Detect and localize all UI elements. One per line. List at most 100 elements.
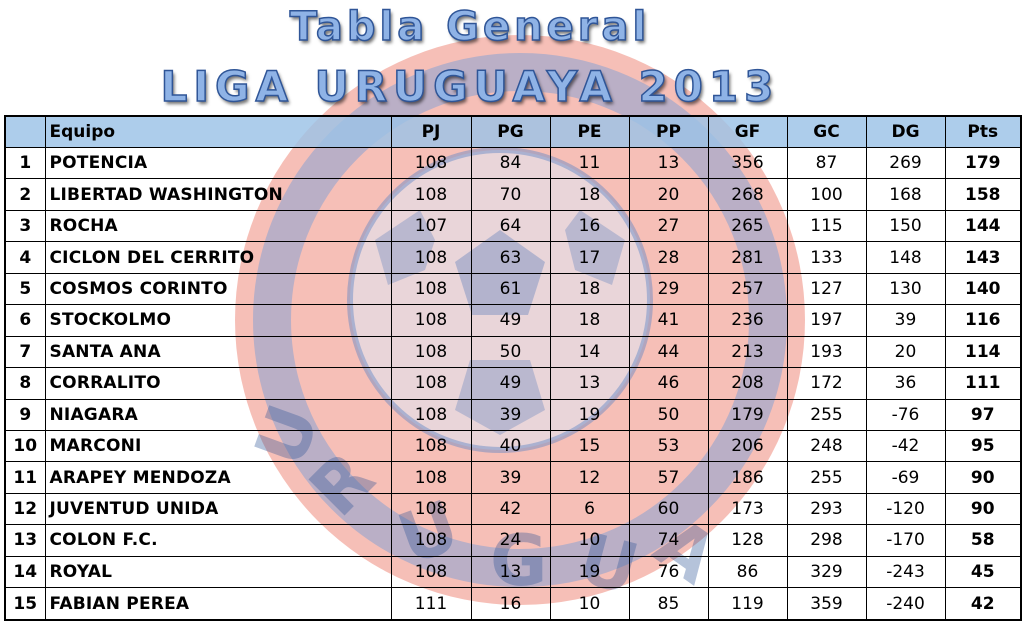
cell-team: NIAGARA — [44, 398, 392, 431]
cell-pj: 107 — [390, 209, 472, 243]
cell-gc: 127 — [786, 272, 867, 306]
cell-pe: 19 — [549, 555, 630, 589]
cell-pg: 84 — [470, 146, 551, 180]
header-team: Equipo — [44, 115, 392, 148]
cell-pts: 95 — [944, 429, 1022, 463]
cell-pts: 58 — [944, 524, 1022, 557]
cell-pp: 53 — [628, 429, 709, 463]
cell-pe: 16 — [549, 209, 630, 243]
cell-team: CORRALITO — [44, 367, 392, 400]
cell-pj: 108 — [390, 241, 472, 274]
cell-gc: 115 — [786, 209, 867, 243]
cell-gc: 329 — [786, 555, 867, 589]
cell-dg: -240 — [865, 587, 946, 621]
table-row: 1 POTENCIA 108 84 11 13 356 87 269 179 — [4, 146, 1022, 180]
cell-pp: 60 — [628, 492, 709, 526]
table-row: 5 COSMOS CORINTO 108 61 18 29 257 127 130 140 — [4, 272, 1022, 306]
cell-pg: 63 — [470, 241, 551, 274]
cell-pe: 18 — [549, 272, 630, 306]
cell-gf: 119 — [707, 587, 788, 621]
cell-pp: 76 — [628, 555, 709, 589]
cell-pts: 116 — [944, 304, 1022, 337]
cell-pe: 17 — [549, 241, 630, 274]
cell-pp: 29 — [628, 272, 709, 306]
cell-gc: 133 — [786, 241, 867, 274]
cell-pts: 90 — [944, 461, 1022, 494]
cell-pj: 108 — [390, 178, 472, 211]
cell-pp: 28 — [628, 241, 709, 274]
cell-gc: 255 — [786, 461, 867, 494]
cell-pts: 90 — [944, 492, 1022, 526]
cell-pp: 27 — [628, 209, 709, 243]
page-title: Tabla General — [289, 3, 651, 51]
cell-gc: 197 — [786, 304, 867, 337]
cell-team: ROYAL — [44, 555, 392, 589]
cell-pg: 13 — [470, 555, 551, 589]
cell-gc: 172 — [786, 367, 867, 400]
cell-pe: 10 — [549, 587, 630, 621]
cell-pg: 49 — [470, 304, 551, 337]
cell-pg: 24 — [470, 524, 551, 557]
cell-team: STOCKOLMO — [44, 304, 392, 337]
table-row: 11 ARAPEY MENDOZA 108 39 12 57 186 255 -69 90 — [4, 461, 1022, 494]
cell-pts: 144 — [944, 209, 1022, 243]
cell-pts: 42 — [944, 587, 1022, 621]
cell-pj: 108 — [390, 335, 472, 369]
cell-pj: 108 — [390, 304, 472, 337]
table-row: 10 MARCONI 108 40 15 53 206 248 -42 95 — [4, 429, 1022, 463]
cell-pg: 50 — [470, 335, 551, 369]
cell-dg: -170 — [865, 524, 946, 557]
cell-pos: 4 — [4, 241, 46, 274]
cell-team: LIBERTAD WASHINGTON — [44, 178, 392, 211]
cell-pos: 3 — [4, 209, 46, 243]
header-gf: GF — [707, 115, 788, 148]
cell-pj: 108 — [390, 429, 472, 463]
header-pe: PE — [549, 115, 630, 148]
cell-pg: 70 — [470, 178, 551, 211]
cell-pj: 108 — [390, 272, 472, 306]
cell-pg: 61 — [470, 272, 551, 306]
cell-pos: 15 — [4, 587, 46, 621]
cell-pe: 13 — [549, 367, 630, 400]
cell-pos: 9 — [4, 398, 46, 431]
cell-pg: 49 — [470, 367, 551, 400]
cell-gc: 100 — [786, 178, 867, 211]
cell-gc: 87 — [786, 146, 867, 180]
cell-dg: -120 — [865, 492, 946, 526]
cell-pos: 11 — [4, 461, 46, 494]
cell-pp: 41 — [628, 304, 709, 337]
cell-pg: 42 — [470, 492, 551, 526]
cell-team: POTENCIA — [44, 146, 392, 180]
cell-pp: 50 — [628, 398, 709, 431]
cell-pts: 140 — [944, 272, 1022, 306]
cell-dg: -243 — [865, 555, 946, 589]
header-pg: PG — [470, 115, 551, 148]
cell-team: ROCHA — [44, 209, 392, 243]
cell-pe: 18 — [549, 178, 630, 211]
page-subtitle: LIGA URUGUAYA 2013 — [160, 61, 780, 112]
cell-dg: 39 — [865, 304, 946, 337]
cell-gf: 257 — [707, 272, 788, 306]
cell-gc: 255 — [786, 398, 867, 431]
cell-pts: 179 — [944, 146, 1022, 180]
cell-pp: 57 — [628, 461, 709, 494]
table-row: 12 JUVENTUD UNIDA 108 42 6 60 173 293 -120 90 — [4, 492, 1022, 526]
cell-dg: -69 — [865, 461, 946, 494]
standings-table: Equipo PJ PG PE PP GF GC DG Pts 1 POTENCI… — [4, 115, 1022, 621]
cell-gf: 356 — [707, 146, 788, 180]
cell-team: MARCONI — [44, 429, 392, 463]
cell-pj: 108 — [390, 524, 472, 557]
cell-pts: 97 — [944, 398, 1022, 431]
cell-pe: 15 — [549, 429, 630, 463]
table-row: 14 ROYAL 108 13 19 76 86 329 -243 45 — [4, 555, 1022, 589]
cell-pts: 114 — [944, 335, 1022, 369]
cell-pos: 5 — [4, 272, 46, 306]
header-dg: DG — [865, 115, 946, 148]
cell-gf: 213 — [707, 335, 788, 369]
cell-gc: 359 — [786, 587, 867, 621]
cell-pos: 10 — [4, 429, 46, 463]
cell-pts: 158 — [944, 178, 1022, 211]
cell-dg: 150 — [865, 209, 946, 243]
cell-gf: 173 — [707, 492, 788, 526]
cell-gc: 193 — [786, 335, 867, 369]
